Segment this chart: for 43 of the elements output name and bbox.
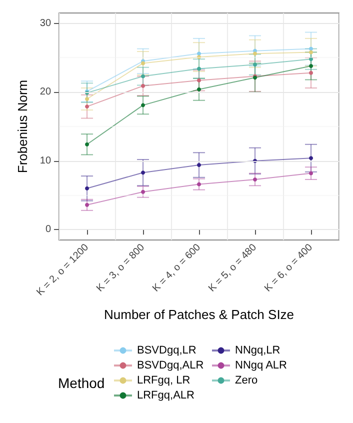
point [253, 62, 258, 67]
point [197, 78, 202, 82]
x-axis-title: Number of Patches & Patch SIze [104, 307, 294, 322]
legend-label: Zero [235, 374, 258, 386]
point [197, 52, 202, 56]
legend-label: NNgq,LR [235, 344, 280, 356]
legend-title: Method [58, 375, 105, 391]
y-tick-label: 20 [40, 86, 52, 98]
point [85, 104, 90, 109]
point [141, 84, 146, 88]
point [141, 103, 146, 108]
legend-label: NNgq ALR [235, 360, 288, 372]
point [197, 66, 202, 71]
point [197, 163, 202, 168]
x-tick-label: K = 3, o = 800 [94, 242, 148, 294]
point [85, 202, 90, 207]
point [141, 170, 146, 175]
x-tick-label: K = 6, o = 400 [262, 242, 316, 294]
point [309, 156, 313, 160]
point [85, 186, 90, 190]
legend-label: LRFgq,ALR [137, 390, 195, 402]
point [197, 87, 202, 92]
point [253, 177, 258, 182]
point [85, 142, 90, 146]
point [309, 50, 313, 54]
point [309, 46, 313, 51]
point [85, 96, 90, 101]
y-tick-label: 0 [45, 224, 52, 236]
x-tick-label: K = 4, o = 600 [150, 242, 204, 294]
x-tick-label: K = 5, o = 480 [206, 242, 260, 294]
point [253, 52, 258, 56]
point [141, 190, 146, 194]
legend-label: BSVDgq,ALR [137, 360, 204, 372]
y-tick-label: 10 [40, 155, 52, 166]
point [141, 74, 146, 78]
y-axis-title: Frobenius Norm [15, 80, 30, 174]
point [309, 64, 313, 68]
y-tick-label: 30 [40, 18, 52, 29]
legend-label: LRFgq, LR [137, 374, 190, 386]
point [309, 171, 313, 176]
point [309, 70, 313, 75]
legend-label: BSVDgq,LR [137, 344, 196, 356]
point [197, 182, 202, 186]
